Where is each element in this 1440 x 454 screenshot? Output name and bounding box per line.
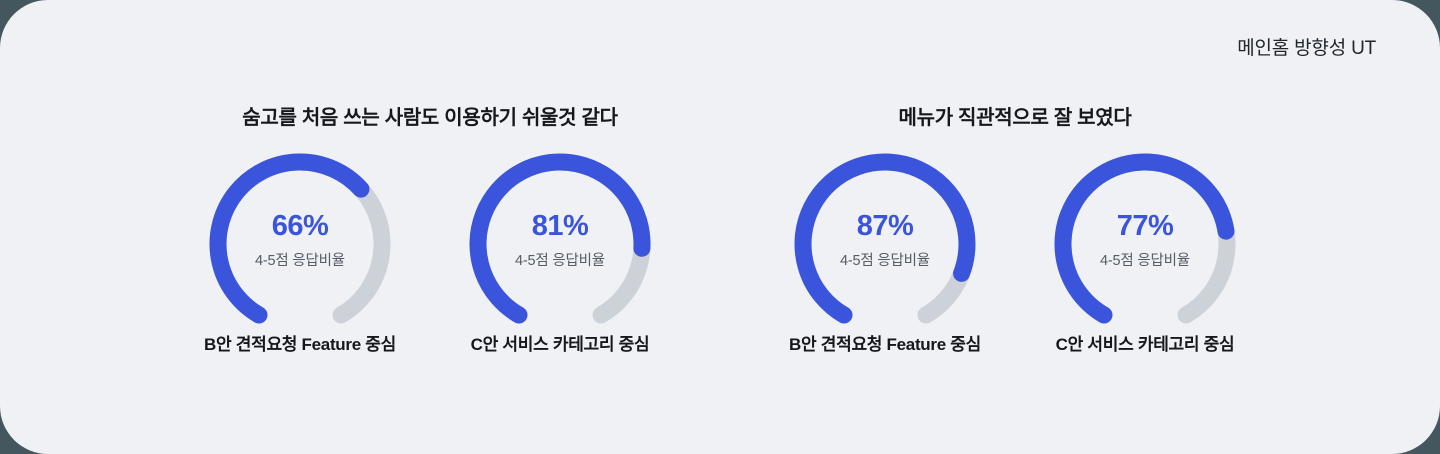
gauge-center: 77% 4-5점 응답비율 [1053,152,1237,336]
gauge-caption: 4-5점 응답비율 [255,253,345,269]
gauge-center: 87% 4-5점 응답비율 [793,152,977,336]
gauge-percentage: 77% [1116,210,1174,242]
gauge-center: 66% 4-5점 응답비율 [208,152,392,336]
gauge-center: 81% 4-5점 응답비율 [468,152,652,336]
section-2-title: 메뉴가 직관적으로 잘 보였다 [898,107,1132,129]
gauge-label-section2-optionC: C안 서비스 카테고리 중심 [1055,335,1235,354]
gauge-label-section1-optionC: C안 서비스 카테고리 중심 [470,335,650,354]
gauge-section2-optionB: 87% 4-5점 응답비율 [793,152,977,336]
gauge-fill-arc [1054,153,1235,324]
gauge-caption: 4-5점 응답비율 [515,253,605,269]
gauge-label-section1-optionB: B안 견적요청 Feature 중심 [204,335,396,354]
section-1-title: 숨고를 처음 쓰는 사람도 이용하기 쉬울것 같다 [242,107,618,129]
gauge-section1-optionB: 66% 4-5점 응답비율 [208,152,392,336]
gauge-chart [469,153,651,324]
gauge-fill-arc [209,153,370,324]
gauge-percentage: 66% [271,210,329,242]
gauge-fill-arc [469,153,651,324]
gauge-label-section2-optionB: B안 견적요청 Feature 중심 [789,335,981,354]
gauge-section2-optionC: 77% 4-5점 응답비율 [1053,152,1237,336]
gauge-section1-optionC: 81% 4-5점 응답비율 [468,152,652,336]
gauge-caption: 4-5점 응답비율 [840,253,930,269]
gauge-chart [794,153,976,324]
gauge-caption: 4-5점 응답비율 [1100,253,1190,269]
gauge-percentage: 87% [856,210,914,242]
gauge-percentage: 81% [531,210,589,242]
gauge-fill-arc [794,153,976,324]
page-title: 메인홈 방향성 UT [1237,38,1376,59]
gauge-chart [209,153,391,324]
gauge-chart [1054,153,1236,324]
